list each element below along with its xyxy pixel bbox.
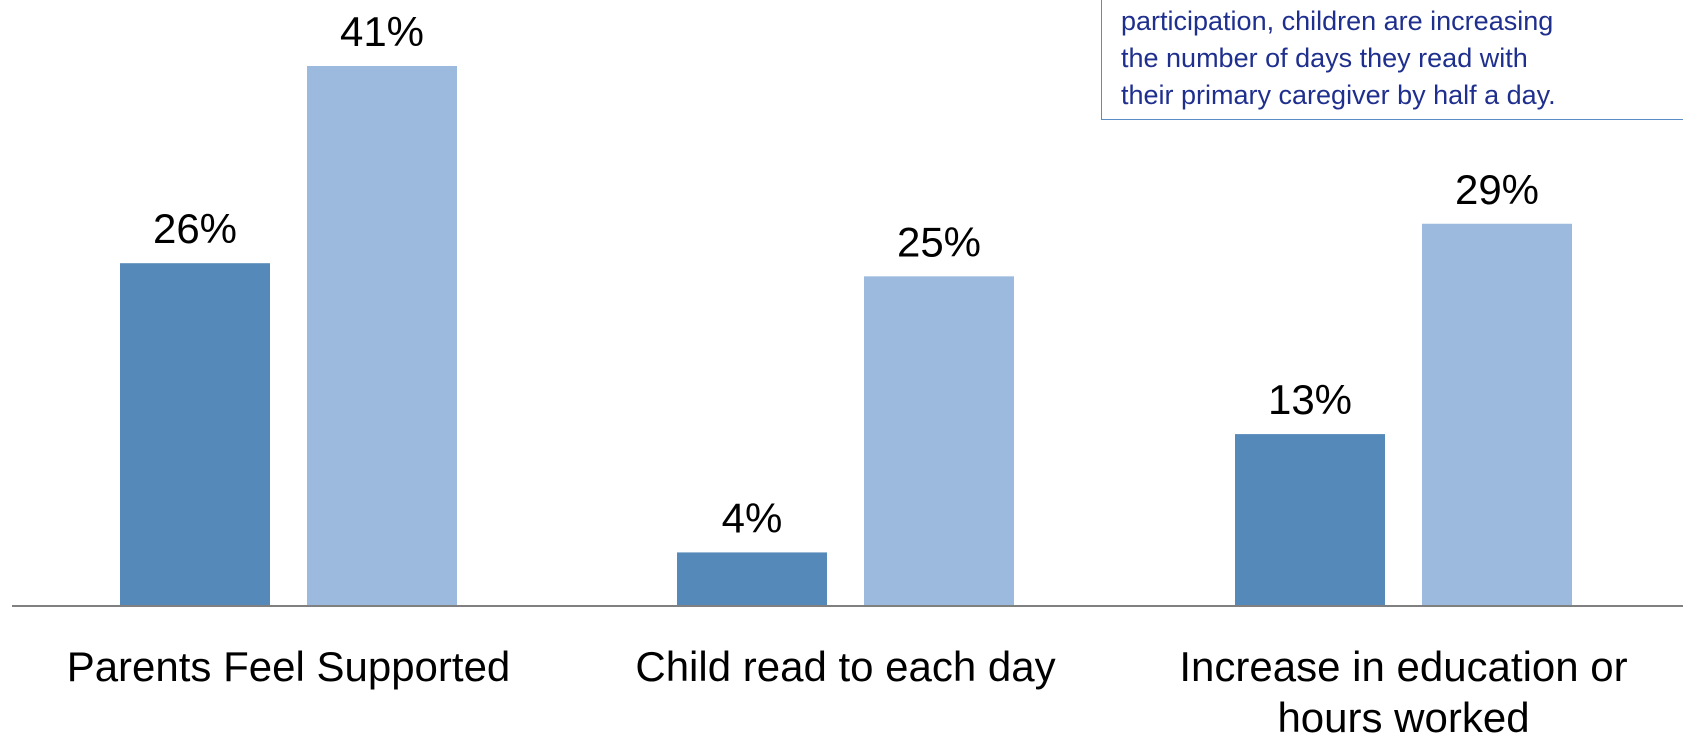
bar: [1422, 223, 1572, 605]
data-label: 29%: [1455, 166, 1539, 213]
data-label: 41%: [340, 8, 424, 55]
data-label: 25%: [897, 218, 981, 265]
bar: [1235, 434, 1385, 605]
data-label: 13%: [1268, 376, 1352, 423]
data-label: 4%: [722, 494, 783, 541]
bar: [120, 263, 270, 605]
bar: [864, 276, 1014, 605]
data-label: 26%: [153, 205, 237, 252]
category-label: hours worked: [1277, 694, 1529, 733]
category-label: Increase in education or: [1179, 643, 1627, 690]
annotation-line-1: participation, children are increasing: [1121, 6, 1554, 36]
bar: [677, 552, 827, 605]
annotation-box: participation, children are increasing t…: [1101, 0, 1683, 120]
bar: [307, 66, 457, 605]
annotation-line-3: their primary caregiver by half a day.: [1121, 80, 1556, 110]
category-label: Parents Feel Supported: [67, 643, 511, 690]
category-label: Child read to each day: [635, 643, 1055, 690]
annotation-line-2: the number of days they read with: [1121, 43, 1528, 73]
